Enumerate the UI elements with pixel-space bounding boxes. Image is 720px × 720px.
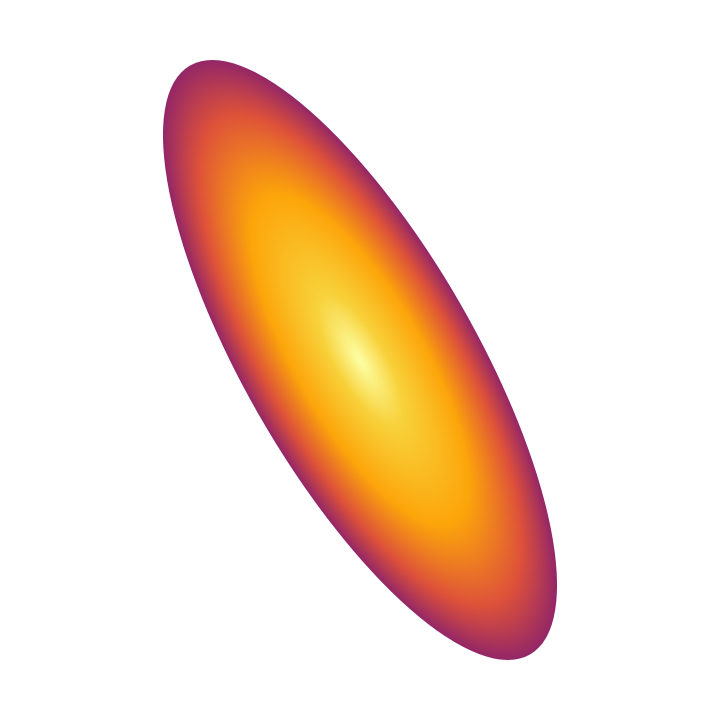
gradient-ellipse xyxy=(162,59,558,661)
